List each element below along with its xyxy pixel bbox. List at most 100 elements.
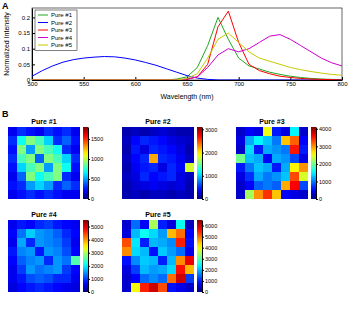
colorbar-tick: 3000 (202, 256, 217, 262)
x-tick: 800 (337, 77, 348, 87)
heatmap-cell (236, 145, 245, 154)
heatmap-cell (62, 256, 71, 265)
heatmap-cell (53, 145, 62, 154)
heatmap-cell (299, 163, 308, 172)
map-title: Pure #2 (145, 118, 170, 125)
colorbar-tick: 0 (88, 289, 94, 295)
heatmap-cell (131, 229, 140, 238)
colorbar-axis-line (202, 128, 203, 200)
colorbar-tick: 1000 (202, 278, 217, 284)
heatmap-cell (272, 163, 281, 172)
colorbar-tick-label: 5000 (205, 234, 217, 240)
heatmap-cell (272, 127, 281, 136)
heatmap-cell (62, 136, 71, 145)
heatmap-cell (8, 247, 17, 256)
colorbar-tick: 1000 (316, 179, 331, 185)
heatmap-cell (53, 163, 62, 172)
colorbar-tick: 2000 (88, 263, 103, 269)
colorbar-tick-label: 4000 (205, 245, 217, 251)
heatmap-cell (290, 154, 299, 163)
spectrum-line (32, 17, 342, 80)
heatmap-cell (176, 220, 185, 229)
heatmap-cell (62, 220, 71, 229)
heatmap-cell (140, 265, 149, 274)
colorbar-tick-label: 1000 (319, 179, 331, 185)
heatmap-cell (35, 220, 44, 229)
heatmap (8, 220, 80, 292)
heatmap-cell (149, 181, 158, 190)
heatmap-cell (185, 181, 194, 190)
heatmap-cell (62, 238, 71, 247)
heatmap-cell (140, 136, 149, 145)
colorbar-tick-label: 3000 (205, 127, 217, 133)
heatmap-cell (167, 247, 176, 256)
heatmap-cell (185, 136, 194, 145)
heatmap-cell (71, 283, 80, 292)
heatmap-cell (53, 265, 62, 274)
heatmap-cell (158, 220, 167, 229)
heatmap-cell (8, 229, 17, 238)
heatmap-cell (122, 163, 131, 172)
heatmap-cell (236, 136, 245, 145)
heatmap-cell (17, 238, 26, 247)
colorbar-axis: 050010001500 (88, 128, 103, 203)
heatmap-cell (131, 163, 140, 172)
heatmap-cell (185, 265, 194, 274)
heatmap-cell (158, 172, 167, 181)
heatmap-cell (254, 181, 263, 190)
x-tick-mark (342, 77, 343, 80)
heatmap-cell (149, 136, 158, 145)
colorbar-tick: 1000 (88, 156, 103, 162)
heatmap-cell (131, 190, 140, 199)
heatmap-cell (158, 256, 167, 265)
y-tick-label: 0.15 (18, 30, 30, 36)
heatmap-cell (35, 265, 44, 274)
colorbar-tick-mark (202, 292, 204, 293)
heatmap-cell (254, 145, 263, 154)
heatmap-cell (26, 283, 35, 292)
heatmap-cell (71, 163, 80, 172)
heatmap-cell (44, 154, 53, 163)
heatmap-cell (185, 190, 194, 199)
heatmap-cell (44, 220, 53, 229)
legend-swatch (38, 30, 48, 31)
colorbar-axis: 01000200030004000 (316, 126, 331, 202)
y-tick: 0.2 (22, 15, 35, 21)
legend-label: Pure #4 (51, 35, 73, 41)
heatmap-cell (185, 283, 194, 292)
colorbar-tick-label: 0 (91, 196, 94, 202)
heatmap-cell (131, 265, 140, 274)
colorbar-tick-mark (88, 279, 90, 280)
heatmap-cell (158, 181, 167, 190)
heatmap-cell (140, 172, 149, 181)
heatmap-cell (131, 247, 140, 256)
colorbar-tick: 0 (202, 289, 208, 295)
colorbar-tick-mark (202, 237, 204, 238)
heatmap-cell (140, 220, 149, 229)
colorbar-tick-mark (88, 292, 90, 293)
colorbar-axis-line (88, 128, 89, 200)
heatmap-cell (263, 136, 272, 145)
heatmap-cell (290, 136, 299, 145)
legend-swatch (38, 45, 48, 46)
heatmap-cell (44, 229, 53, 238)
heatmap-cell (245, 127, 254, 136)
heatmap-cell (176, 256, 185, 265)
heatmap-cell (140, 274, 149, 283)
colorbar-tick-mark (316, 181, 318, 182)
legend-label: Pure #5 (51, 42, 73, 48)
heatmap-cell (62, 274, 71, 283)
colorbar-tick-mark (202, 176, 204, 177)
heatmap-cell (35, 145, 44, 154)
heatmap-cell (149, 265, 158, 274)
heatmap-cell (44, 127, 53, 136)
heatmap-cell (272, 145, 281, 154)
heatmap-cell (176, 283, 185, 292)
colorbar-tick: 2000 (316, 161, 331, 167)
heatmap-cell (254, 127, 263, 136)
y-tick: 0.1 (22, 46, 35, 52)
y-tick-mark (32, 80, 35, 81)
heatmap-cell (62, 181, 71, 190)
heatmap-cell (26, 265, 35, 274)
heatmap-cell (62, 163, 71, 172)
